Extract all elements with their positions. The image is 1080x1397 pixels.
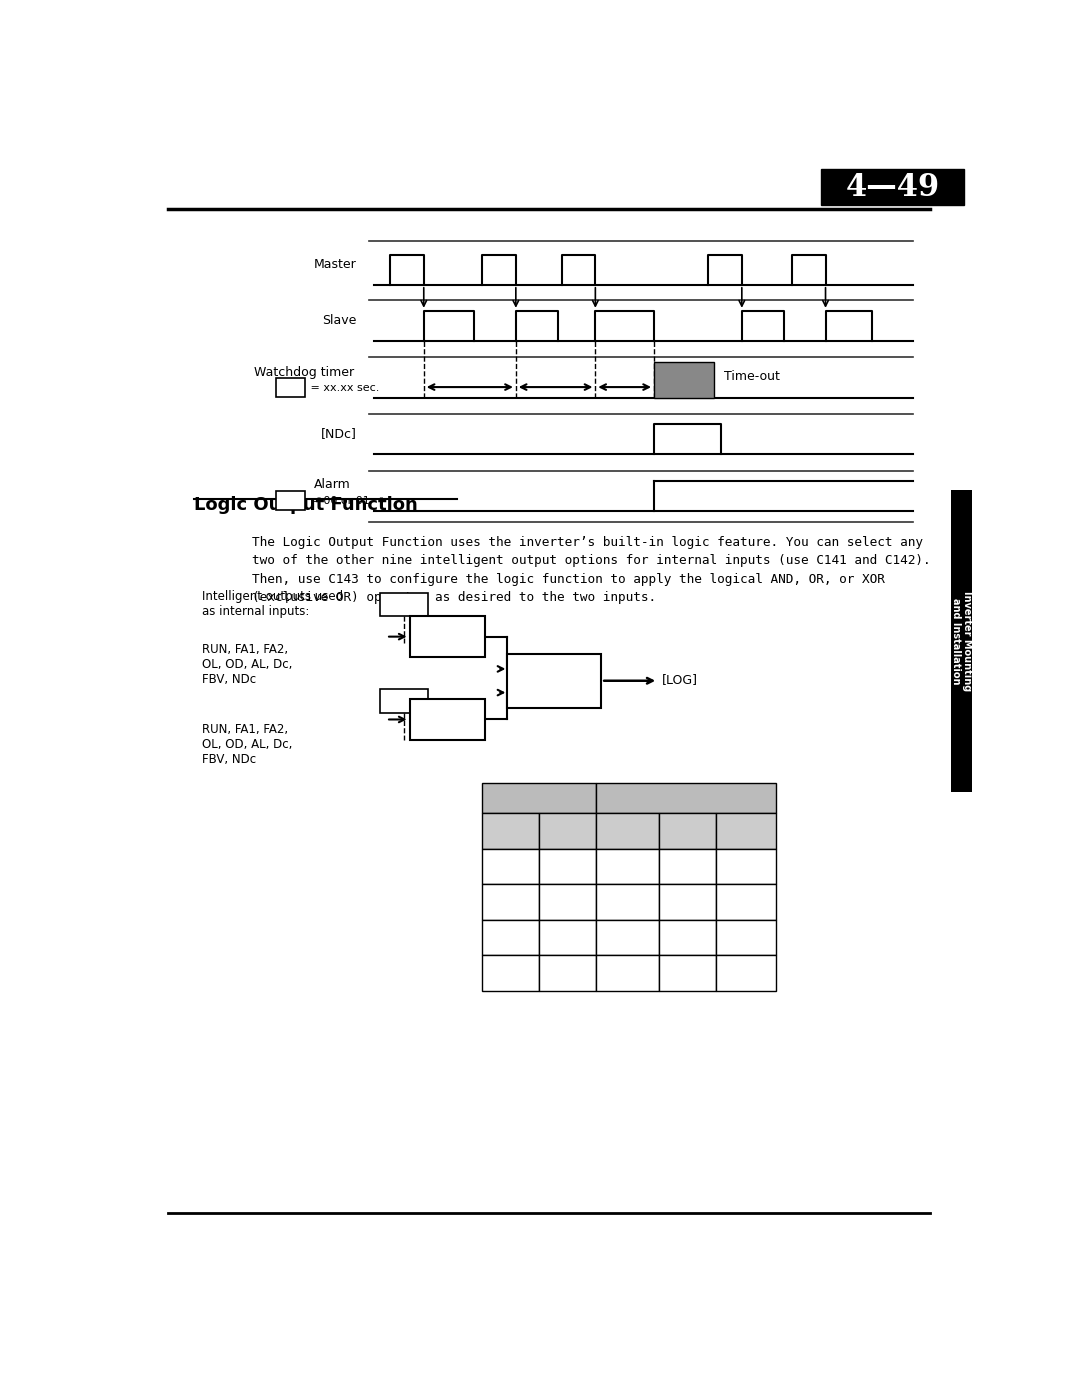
Text: 0: 0 bbox=[623, 859, 632, 873]
Text: 4—49: 4—49 bbox=[846, 172, 940, 203]
Text: Intelligent outputs used
as internal inputs:: Intelligent outputs used as internal inp… bbox=[202, 591, 343, 619]
Bar bbox=[659, 919, 716, 956]
Bar bbox=[483, 919, 539, 956]
Bar bbox=[821, 169, 963, 205]
Text: AND, OR, XOR: AND, OR, XOR bbox=[513, 685, 596, 697]
Text: 1: 1 bbox=[684, 930, 691, 944]
Text: 0: 0 bbox=[507, 859, 515, 873]
Bar bbox=[596, 919, 659, 956]
Text: A: A bbox=[507, 824, 515, 837]
Bar bbox=[483, 956, 539, 990]
Text: C076: C076 bbox=[275, 496, 305, 506]
Text: 0: 0 bbox=[684, 859, 691, 873]
Bar bbox=[275, 492, 305, 510]
Bar bbox=[380, 592, 428, 616]
Bar bbox=[716, 884, 777, 919]
Text: = xx.xx sec.: = xx.xx sec. bbox=[308, 383, 380, 393]
Text: 1: 1 bbox=[684, 895, 691, 908]
Bar bbox=[596, 782, 777, 813]
Bar bbox=[659, 956, 716, 990]
Bar bbox=[659, 813, 716, 848]
Text: 1: 1 bbox=[742, 930, 750, 944]
Bar bbox=[596, 956, 659, 990]
Bar bbox=[659, 884, 716, 919]
Text: OR: OR bbox=[678, 824, 697, 837]
Bar bbox=[659, 848, 716, 884]
Bar bbox=[539, 848, 596, 884]
Text: Watchdog timer: Watchdog timer bbox=[254, 366, 354, 379]
Text: [LOG] Output State: [LOG] Output State bbox=[630, 792, 743, 805]
Bar bbox=[483, 813, 539, 848]
Text: 1: 1 bbox=[507, 967, 515, 979]
Text: [LOG]: [LOG] bbox=[661, 673, 698, 686]
Bar bbox=[380, 689, 428, 712]
Text: RUN, FA1, FA2,
OL, OD, AL, Dc,
FBV, NDc: RUN, FA1, FA2, OL, OD, AL, Dc, FBV, NDc bbox=[202, 643, 293, 686]
Text: Slave: Slave bbox=[323, 314, 356, 327]
Bar bbox=[539, 919, 596, 956]
Text: XOR: XOR bbox=[732, 824, 759, 837]
Text: 1: 1 bbox=[564, 895, 571, 908]
Text: 1: 1 bbox=[684, 967, 691, 979]
Bar bbox=[716, 956, 777, 990]
Text: C077: C077 bbox=[275, 383, 305, 393]
Text: The Logic Output Function uses the inverter’s built-in logic feature. You can se: The Logic Output Function uses the inver… bbox=[253, 535, 931, 604]
Bar bbox=[716, 919, 777, 956]
Text: 0: 0 bbox=[564, 859, 571, 873]
Bar bbox=[483, 884, 539, 919]
Text: Master: Master bbox=[314, 258, 356, 271]
Bar bbox=[508, 654, 602, 708]
Bar bbox=[483, 848, 539, 884]
Text: 0: 0 bbox=[623, 930, 632, 944]
Text: Input Status: Input Status bbox=[503, 792, 576, 805]
Text: 0: 0 bbox=[623, 895, 632, 908]
Text: Time-out: Time-out bbox=[725, 370, 780, 383]
Text: C142: C142 bbox=[388, 694, 420, 708]
Bar bbox=[596, 848, 659, 884]
Bar bbox=[409, 698, 485, 740]
Text: 0: 0 bbox=[742, 859, 750, 873]
Text: Alarm: Alarm bbox=[314, 478, 351, 492]
Text: Input B: Input B bbox=[424, 712, 470, 726]
Bar bbox=[483, 782, 596, 813]
Text: 0: 0 bbox=[507, 895, 515, 908]
Bar bbox=[409, 616, 485, 657]
Text: 1: 1 bbox=[507, 930, 515, 944]
Text: 0: 0 bbox=[742, 967, 750, 979]
Text: RUN, FA1, FA2,
OL, OD, AL, Dc,
FBV, NDc: RUN, FA1, FA2, OL, OD, AL, Dc, FBV, NDc bbox=[202, 722, 293, 766]
Text: C141: C141 bbox=[388, 598, 420, 610]
Text: Logic Output Function: Logic Output Function bbox=[193, 496, 417, 514]
Bar bbox=[596, 813, 659, 848]
Bar bbox=[951, 490, 972, 792]
Bar bbox=[653, 362, 714, 398]
Text: Inverter Mounting
and Installation: Inverter Mounting and Installation bbox=[950, 591, 972, 692]
Bar bbox=[716, 813, 777, 848]
Text: 1: 1 bbox=[623, 967, 632, 979]
Bar bbox=[716, 848, 777, 884]
Bar bbox=[539, 813, 596, 848]
Text: Logic function: Logic function bbox=[513, 665, 596, 678]
Text: 1: 1 bbox=[564, 967, 571, 979]
Bar bbox=[539, 884, 596, 919]
Text: 1: 1 bbox=[742, 895, 750, 908]
Bar bbox=[539, 956, 596, 990]
Text: [NDc]: [NDc] bbox=[321, 427, 356, 440]
Bar bbox=[596, 884, 659, 919]
Text: B: B bbox=[564, 824, 572, 837]
Text: Input A: Input A bbox=[424, 630, 470, 643]
Text: 0: 0 bbox=[564, 930, 571, 944]
Text: = 00 or 01: = 00 or 01 bbox=[308, 496, 370, 506]
Text: AND: AND bbox=[613, 824, 642, 837]
Bar bbox=[275, 379, 305, 397]
